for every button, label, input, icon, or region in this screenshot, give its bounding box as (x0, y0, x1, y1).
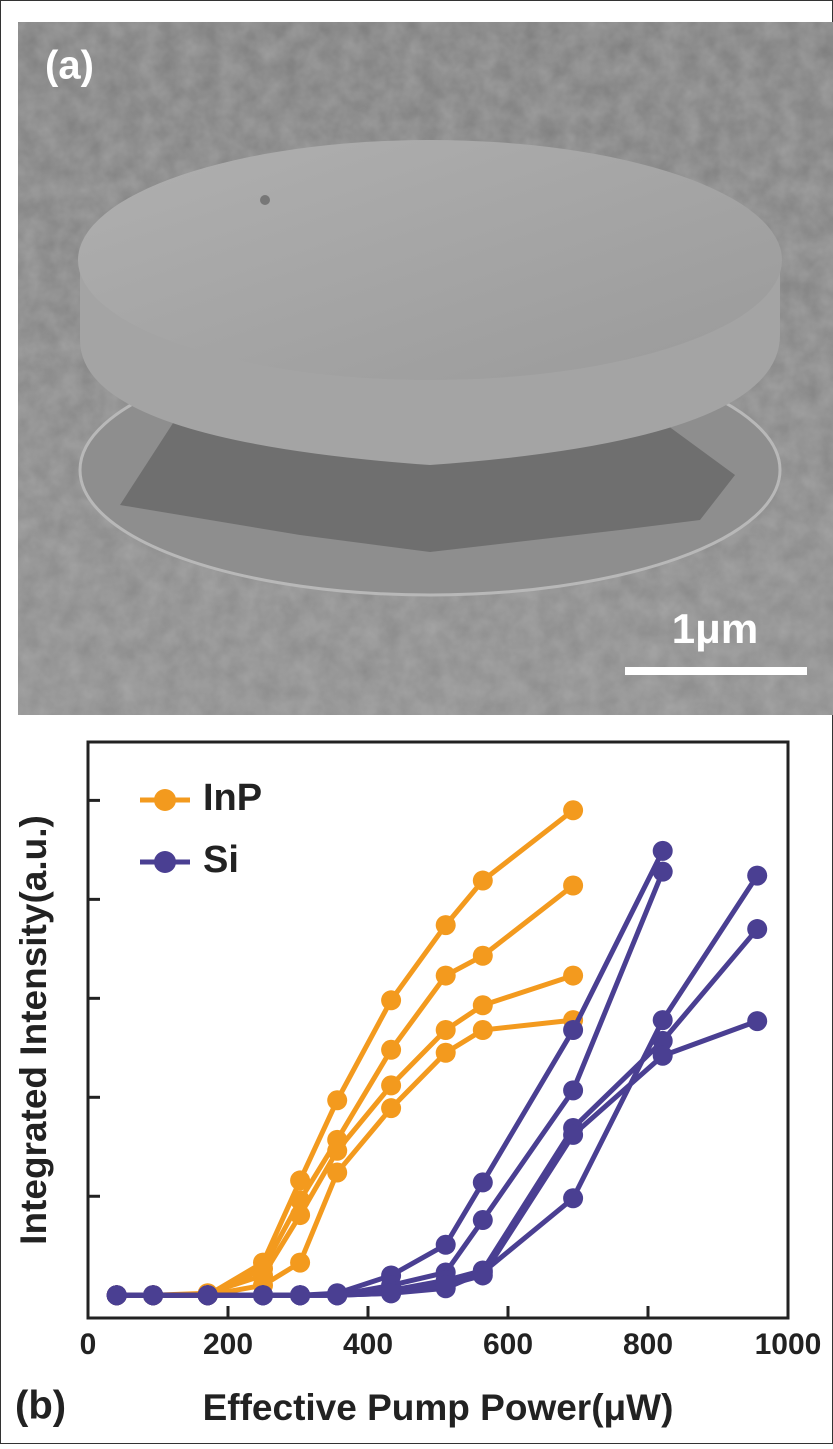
x-tick-label: 200 (203, 1328, 253, 1361)
data-point (473, 1020, 493, 1040)
data-point (473, 871, 493, 891)
scale-bar-label: 1μm (672, 605, 758, 652)
data-point (381, 1075, 401, 1095)
data-point (436, 1020, 456, 1040)
data-point (563, 800, 583, 820)
data-point (473, 1172, 493, 1192)
data-point (327, 1163, 347, 1183)
data-point (563, 1020, 583, 1040)
panel-label: (a) (45, 44, 94, 88)
data-point (381, 1283, 401, 1303)
data-point (381, 990, 401, 1010)
x-tick-label: 600 (483, 1328, 533, 1361)
data-point (436, 966, 456, 986)
data-point (198, 1285, 218, 1305)
data-point (290, 1205, 310, 1225)
x-tick-label: 0 (80, 1328, 97, 1361)
data-point (327, 1141, 347, 1161)
data-point (473, 1265, 493, 1285)
data-point (653, 862, 673, 882)
data-point (653, 1010, 673, 1030)
legend-marker (154, 789, 176, 811)
data-point (563, 1080, 583, 1100)
data-point (747, 1011, 767, 1031)
data-point (473, 1210, 493, 1230)
data-point (473, 995, 493, 1015)
data-point (107, 1285, 127, 1305)
legend-label: Si (203, 839, 239, 881)
data-point (290, 1253, 310, 1273)
data-point (381, 1040, 401, 1060)
data-point (436, 1235, 456, 1255)
data-point (327, 1090, 347, 1110)
data-point (143, 1285, 163, 1305)
data-point (563, 1188, 583, 1208)
x-axis-label: Effective Pump Power(μW) (203, 1387, 674, 1428)
x-tick-label: 800 (623, 1328, 673, 1361)
data-point (473, 946, 493, 966)
data-point (563, 876, 583, 896)
scale-bar (625, 667, 807, 675)
data-point (327, 1285, 347, 1305)
legend-label: InP (203, 777, 262, 819)
x-tick-label: 400 (343, 1328, 393, 1361)
series-line (117, 810, 573, 1295)
data-point (436, 1275, 456, 1295)
data-point (563, 1125, 583, 1145)
x-tick-label: 1000 (755, 1328, 822, 1361)
data-point (436, 915, 456, 935)
data-point (747, 919, 767, 939)
data-point (747, 866, 767, 886)
data-point (381, 1098, 401, 1118)
figure: (a) 1μm 0 200 400 600 800 1000 Effective Pump … (0, 0, 833, 1444)
y-axis-label: Integrated Intensity(a.u.) (13, 815, 54, 1245)
data-point (653, 1046, 673, 1066)
panel-label: (b) (15, 1384, 66, 1428)
sem-image: (a) 1μm (18, 22, 833, 715)
legend-marker (154, 851, 176, 873)
data-point (253, 1285, 273, 1305)
data-point (436, 1043, 456, 1063)
data-point (290, 1285, 310, 1305)
data-point (653, 841, 673, 861)
page: {"panel_a": {"label": "(a)", "scale_bar"… (0, 0, 833, 1444)
data-point (563, 966, 583, 986)
